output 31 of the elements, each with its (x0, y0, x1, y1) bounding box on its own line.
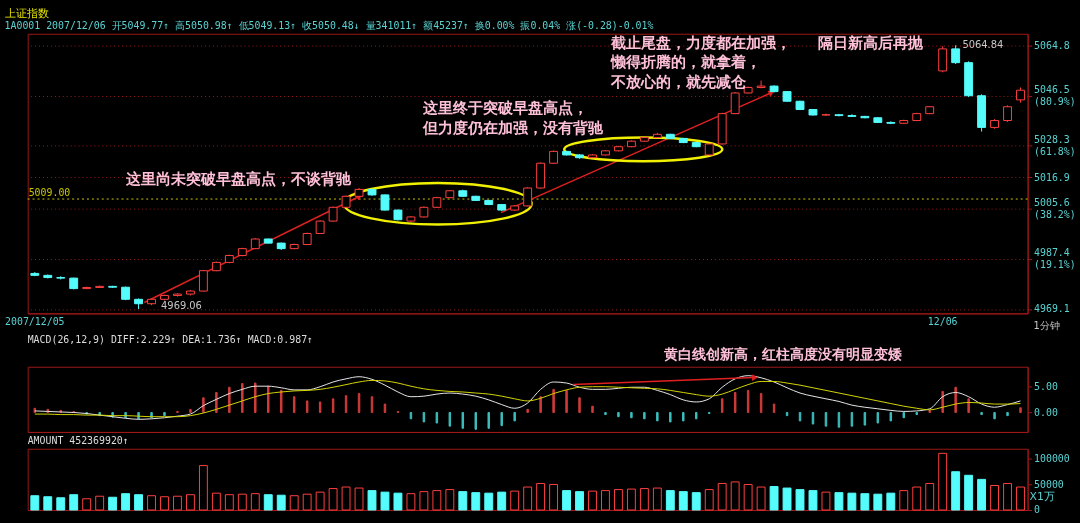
annotation: 截止尾盘，力度都在加强， (609, 33, 791, 51)
annotation: 4969.06 (161, 300, 202, 312)
x-tick-label: 2007/12/05 (5, 315, 65, 327)
chart-title: MACD(26,12,9) DIFF:2.229↑ DEA:1.736↑ MACD:0.987↑ (27, 334, 314, 346)
x-tick-label: 12/06 (927, 315, 958, 327)
chart-subtitle: 1A0001 2007/12/06 开5049.77↑ 高5050.98↑ 低5049.13↑ 收5050.48↓ 量341011↑ 额45237↑ 换0.00% 振0.04% 涨(-0.28)-0.01% (4, 19, 654, 31)
annotation: 5064.84 (962, 38, 1004, 50)
text: 黄白线创新高，红柱高度没有明显变矮 (663, 345, 904, 362)
y-tick-label: 5.00 (1034, 380, 1058, 392)
annotation: 懒得折腾的，就拿着， (609, 53, 761, 71)
y-tick-label: 5005.6 (38.2%) (1034, 196, 1076, 220)
annotation: 不放心的，就先减仓 (609, 73, 747, 91)
y-tick-label: 4969.1 (1034, 303, 1070, 315)
annotation: 但力度仍在加强，没有背驰 (421, 118, 604, 136)
y-tick-label: 0.00 (1034, 406, 1058, 418)
y-tick-label: 100000 (1034, 453, 1070, 465)
y-tick-label: 4987.4 (19.1%) (1034, 247, 1076, 270)
y-tick-label: 5028.3 (61.8%) (1034, 134, 1076, 158)
annotation: 这里尚未突破早盘高点，不谈背驰 (125, 169, 353, 187)
annotation: 这里终于突破早盘高点， (421, 98, 588, 116)
chart-title: AMOUNT 452369920↑ (27, 434, 129, 446)
y-tick-label: 5064.8 (1034, 39, 1070, 51)
y-tick-label: 0 (1034, 504, 1041, 516)
y-tick-label: 5046.5 (80.9%) (1034, 84, 1076, 108)
y-axis-title: X1万 (1029, 490, 1055, 504)
y-tick-label: 5016.9 (1034, 171, 1070, 183)
chart-title: 上证指数 (4, 6, 49, 20)
ref-line-label: 5009.00 (28, 187, 71, 199)
annotation: 隔日新高后再抛 (818, 33, 925, 51)
text: 1分钟 (1033, 320, 1060, 332)
y-tick-label: 50000 (1034, 478, 1064, 490)
